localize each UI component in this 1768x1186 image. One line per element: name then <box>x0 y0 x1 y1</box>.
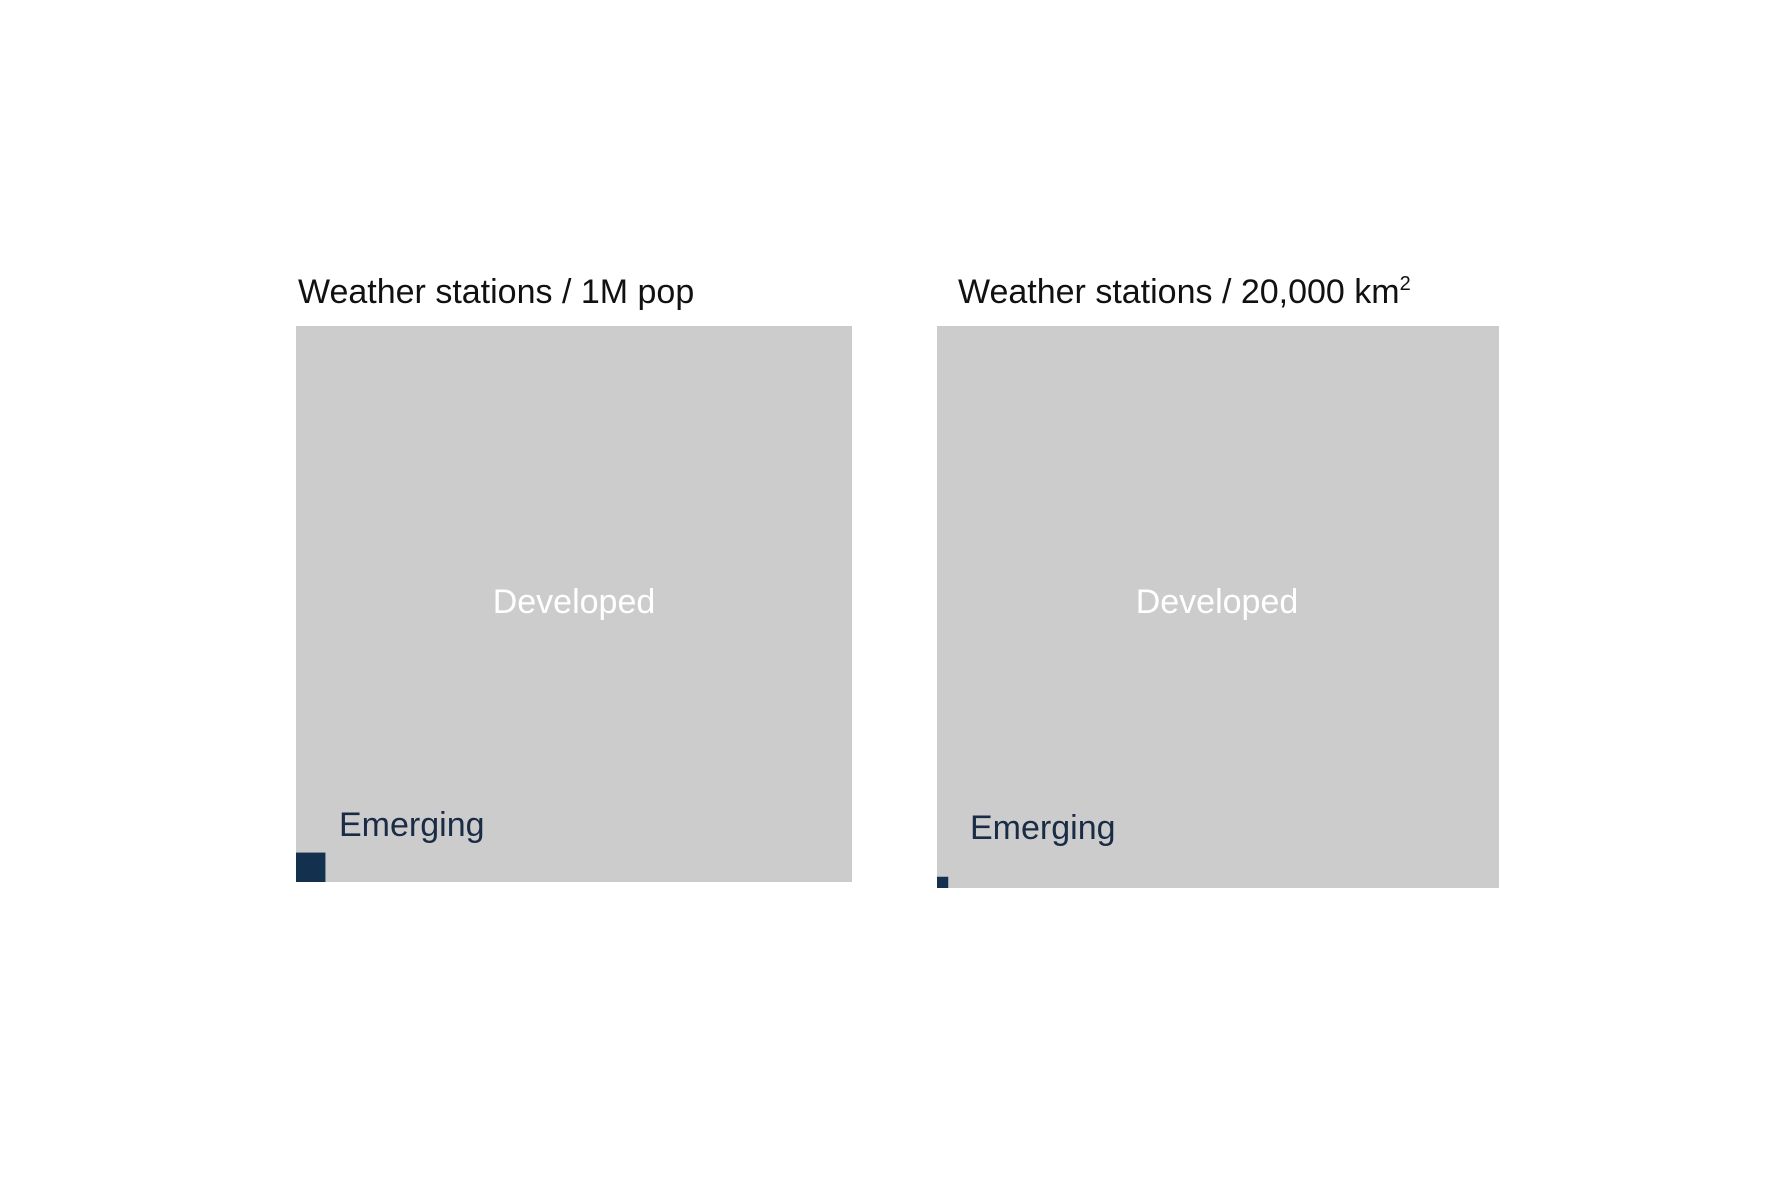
panel-2-title: Weather stations / 20,000 km2 <box>958 273 1411 311</box>
panel-1-title: Weather stations / 1M pop <box>298 273 694 311</box>
developed-square-2 <box>937 326 1499 888</box>
panel-stations-per-pop: Weather stations / 1M pop Developed Emer… <box>296 273 852 882</box>
emerging-label-2: Emerging <box>970 809 1116 847</box>
panel-stations-per-area: Weather stations / 20,000 km2 Developed … <box>937 273 1499 888</box>
developed-label-2: Developed <box>1136 583 1299 621</box>
emerging-label-1: Emerging <box>339 806 485 844</box>
emerging-square-2 <box>937 876 949 888</box>
emerging-square-1 <box>296 852 326 882</box>
superscript-2: 2 <box>1400 273 1411 295</box>
developed-label-1: Developed <box>493 583 656 621</box>
developed-square-1 <box>296 326 852 882</box>
